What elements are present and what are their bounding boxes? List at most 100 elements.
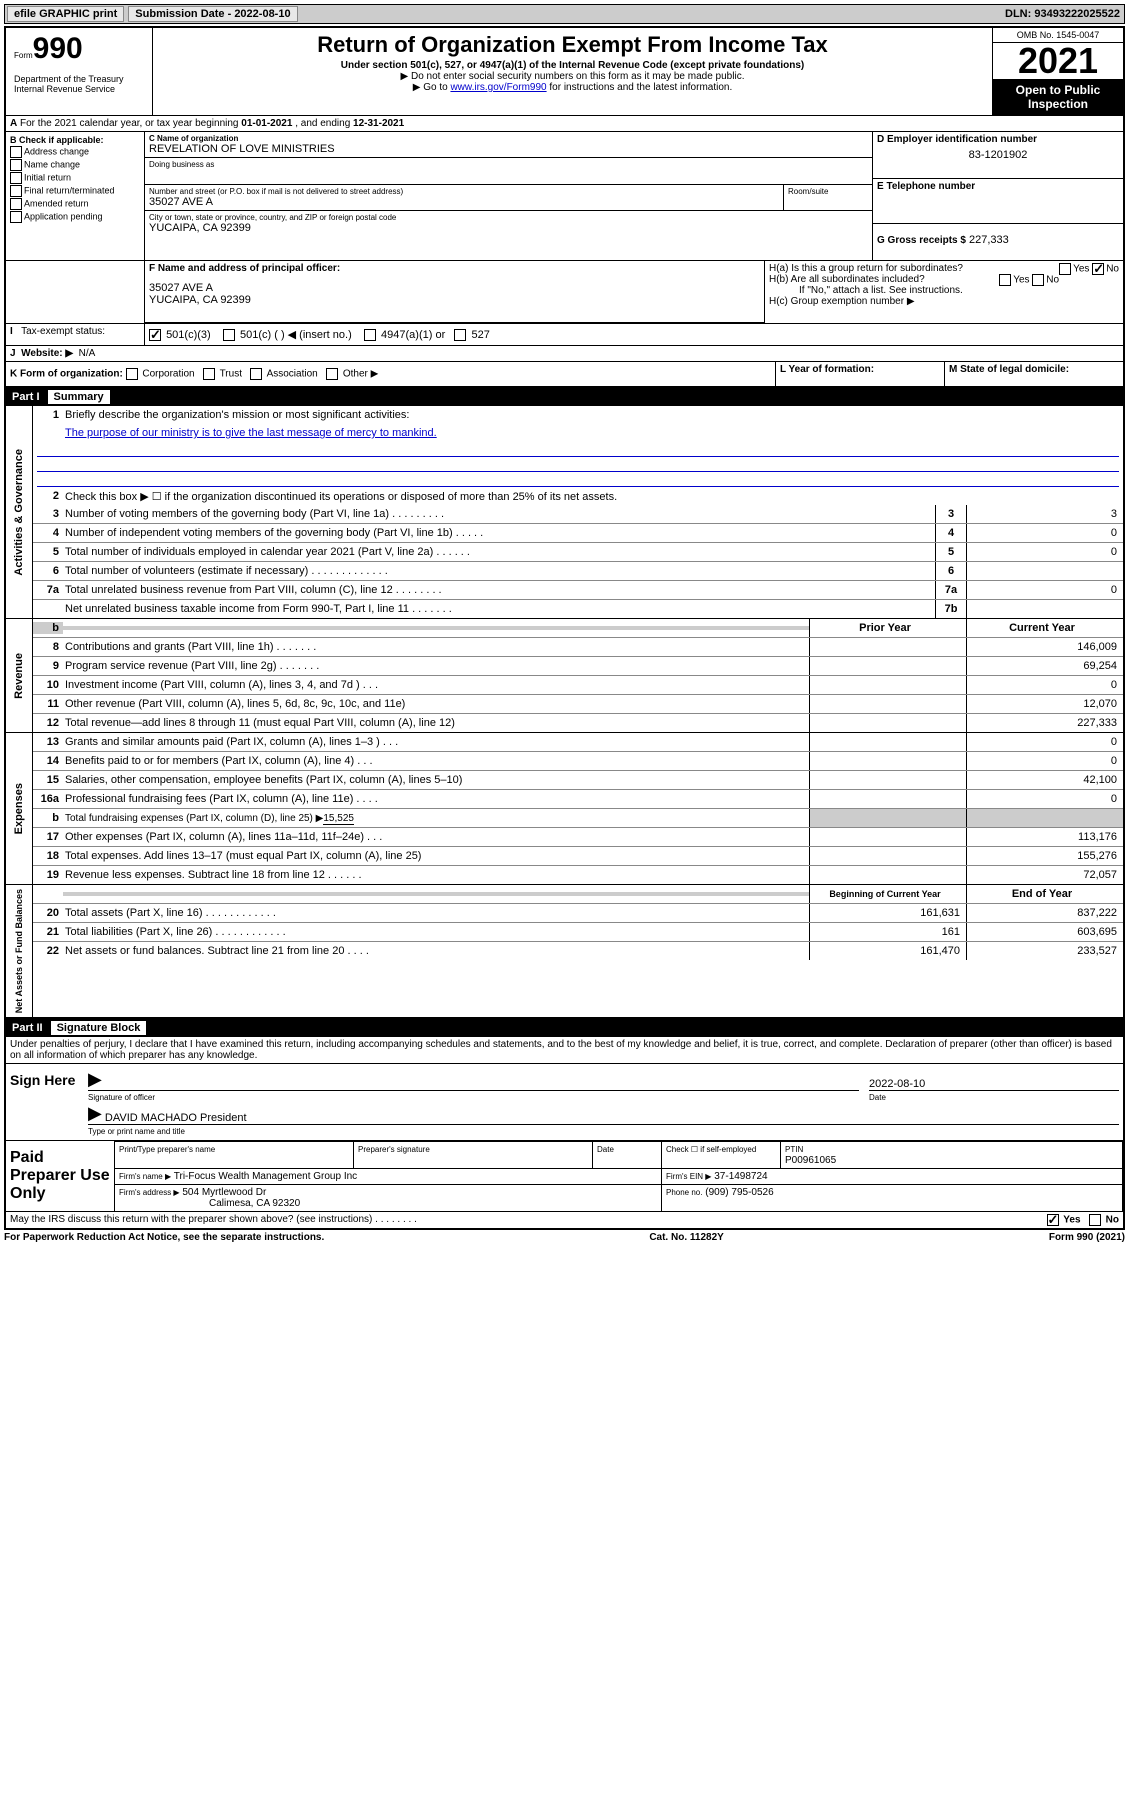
ptin-label: PTIN — [785, 1145, 803, 1154]
opt-4947: 4947(a)(1) or — [381, 329, 445, 341]
prep-date-label: Date — [597, 1145, 614, 1154]
b-continued — [6, 261, 145, 323]
e-label: E Telephone number — [877, 181, 1119, 192]
net-side-label: Net Assets or Fund Balances — [6, 885, 33, 1017]
h-b-note: If "No," attach a list. See instructions… — [769, 285, 1119, 296]
fh-block: F Name and address of principal officer:… — [6, 260, 1123, 323]
governance-section: Activities & Governance 1Briefly describ… — [6, 406, 1123, 619]
section-deg: D Employer identification number 83-1201… — [872, 132, 1123, 260]
cb-501c3[interactable] — [149, 329, 161, 341]
cb-corp[interactable] — [126, 368, 138, 380]
street-address: 35027 AVE A — [149, 196, 779, 208]
b-label: B Check if applicable: — [10, 135, 140, 145]
cb-app-pending[interactable]: Application pending — [10, 211, 140, 223]
end-year-head: End of Year — [966, 885, 1123, 903]
efile-button[interactable]: efile GRAPHIC print — [7, 6, 124, 22]
form-version: Form 990 (2021) — [1049, 1232, 1125, 1243]
i-label-cell: I Tax-exempt status: — [6, 324, 145, 345]
line-21-end: 603,695 — [966, 923, 1123, 941]
subtitle-1: Under section 501(c), 527, or 4947(a)(1)… — [157, 60, 988, 71]
line-21: Total liabilities (Part X, line 26) . . … — [63, 924, 809, 940]
form-990: 990 — [33, 32, 83, 65]
line-19: Revenue less expenses. Subtract line 18 … — [63, 867, 809, 883]
mission-text: The purpose of our ministry is to give t… — [63, 425, 1123, 441]
net-assets-section: Net Assets or Fund Balances Beginning of… — [6, 885, 1123, 1019]
line-9: Program service revenue (Part VIII, line… — [63, 658, 809, 674]
line-15-val: 42,100 — [966, 771, 1123, 789]
line-6: Total number of volunteers (estimate if … — [63, 563, 935, 579]
part-2-label: Part II — [12, 1022, 43, 1034]
line-5-val: 0 — [966, 543, 1123, 561]
cb-other[interactable] — [326, 368, 338, 380]
cb-4947[interactable] — [364, 329, 376, 341]
phone-label: Phone no. — [666, 1188, 702, 1197]
room-label: Room/suite — [788, 187, 868, 196]
part-1-header: Part I Summary — [6, 388, 1123, 406]
preparer-table: Print/Type preparer's name Preparer's si… — [114, 1141, 1123, 1211]
form-header: Form990 Department of the Treasury Inter… — [6, 28, 1123, 116]
irs-link[interactable]: www.irs.gov/Form990 — [450, 82, 546, 93]
line-22-begin: 161,470 — [809, 942, 966, 960]
section-k: K Form of organization: Corporation Trus… — [6, 362, 775, 386]
paperwork-notice: For Paperwork Reduction Act Notice, see … — [4, 1232, 324, 1243]
form-title: Return of Organization Exempt From Incom… — [157, 32, 988, 58]
discuss-no[interactable] — [1089, 1214, 1101, 1226]
paid-preparer-label: Paid Preparer Use Only — [6, 1141, 114, 1211]
line-4: Number of independent voting members of … — [63, 525, 935, 541]
officer-addr1: 35027 AVE A — [149, 282, 760, 294]
line-14-val: 0 — [966, 752, 1123, 770]
sub3-post: for instructions and the latest informat… — [547, 82, 733, 93]
m-label: M State of legal domicile: — [949, 364, 1069, 375]
j-label: Website: ▶ — [21, 348, 73, 359]
sub3-pre: ▶ Go to — [413, 82, 451, 93]
dba-label: Doing business as — [149, 160, 868, 169]
cb-assoc[interactable] — [250, 368, 262, 380]
line-13-val: 0 — [966, 733, 1123, 751]
c-name-label: C Name of organization — [149, 134, 868, 143]
cb-initial-return[interactable]: Initial return — [10, 172, 140, 184]
cat-no: Cat. No. 11282Y — [649, 1232, 723, 1243]
subtitle-2: ▶ Do not enter social security numbers o… — [157, 71, 988, 82]
discuss-yes[interactable] — [1047, 1214, 1059, 1226]
self-employed-check[interactable]: Check ☐ if self-employed — [666, 1145, 756, 1154]
h-b: H(b) Are all subordinates included? Yes … — [769, 274, 1119, 285]
line-2: Check this box ▶ ☐ if the organization d… — [63, 488, 1123, 505]
i-options: 501(c)(3) 501(c) ( ) ◀ (insert no.) 4947… — [145, 324, 1123, 345]
cb-527[interactable] — [454, 329, 466, 341]
period-pre: For the 2021 calendar year, or tax year … — [20, 118, 241, 129]
discuss-row: May the IRS discuss this return with the… — [6, 1211, 1123, 1228]
line-14: Benefits paid to or for members (Part IX… — [63, 753, 809, 769]
title-block: Return of Organization Exempt From Incom… — [152, 28, 993, 115]
exp-side-label: Expenses — [6, 733, 33, 884]
city-label: City or town, state or province, country… — [149, 213, 868, 222]
line-16a: Professional fundraising fees (Part IX, … — [63, 791, 809, 807]
cb-trust[interactable] — [203, 368, 215, 380]
city-state-zip: YUCAIPA, CA 92399 — [149, 222, 868, 234]
line-7a-val: 0 — [966, 581, 1123, 599]
klm-block: K Form of organization: Corporation Trus… — [6, 362, 1123, 388]
opt-501c: 501(c) ( ) ◀ (insert no.) — [240, 329, 352, 341]
tax-year: 2021 — [993, 43, 1123, 79]
cb-amended[interactable]: Amended return — [10, 198, 140, 210]
j-block: J Website: ▶ N/A — [6, 346, 1123, 362]
revenue-section: Revenue bPrior YearCurrent Year 8Contrib… — [6, 619, 1123, 733]
ij-block: I Tax-exempt status: 501(c)(3) 501(c) ( … — [6, 323, 1123, 346]
g-label: G Gross receipts $ — [877, 235, 966, 246]
penalty-text: Under penalties of perjury, I declare th… — [6, 1037, 1123, 1064]
firm-addr-label: Firm's address ▶ — [119, 1188, 180, 1197]
cb-final-return[interactable]: Final return/terminated — [10, 185, 140, 197]
line-7b: Net unrelated business taxable income fr… — [63, 601, 935, 617]
cb-name-change[interactable]: Name change — [10, 159, 140, 171]
line-7a: Total unrelated business revenue from Pa… — [63, 582, 935, 598]
page-footer: For Paperwork Reduction Act Notice, see … — [4, 1230, 1125, 1245]
part-2-title: Signature Block — [51, 1021, 147, 1035]
line-5: Total number of individuals employed in … — [63, 544, 935, 560]
line-22: Net assets or fund balances. Subtract li… — [63, 943, 809, 959]
line-18-val: 155,276 — [966, 847, 1123, 865]
cb-501c[interactable] — [223, 329, 235, 341]
cb-address-change[interactable]: Address change — [10, 146, 140, 158]
top-bar: efile GRAPHIC print Submission Date - 20… — [4, 4, 1125, 24]
officer-sig-line[interactable]: ▶ — [88, 1070, 859, 1091]
gov-side-label: Activities & Governance — [6, 406, 33, 618]
line-11: Other revenue (Part VIII, column (A), li… — [63, 696, 809, 712]
